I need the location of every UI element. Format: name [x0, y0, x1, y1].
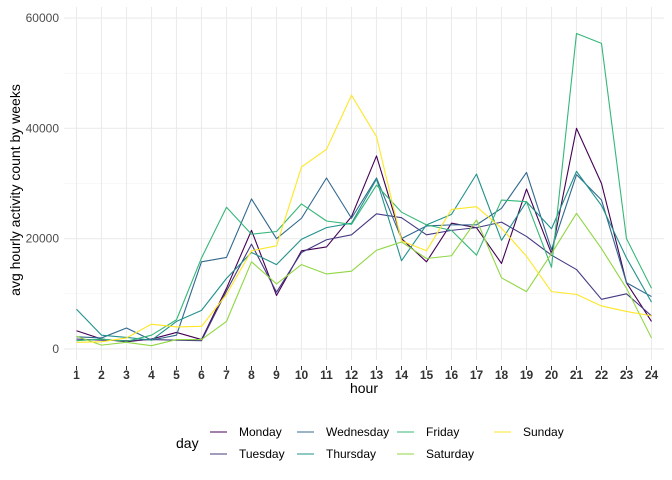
- x-tick-label: 7: [223, 368, 230, 382]
- x-tick-label: 13: [370, 368, 384, 382]
- y-tick-label: 0: [52, 342, 59, 356]
- legend-item-tuesday: Tuesday: [210, 447, 285, 461]
- x-tick-label: 4: [148, 368, 155, 382]
- legend-item-thursday: Thursday: [297, 447, 376, 461]
- x-tick-label: 14: [395, 368, 409, 382]
- x-tick-label: 23: [620, 368, 634, 382]
- x-tick-label: 17: [470, 368, 484, 382]
- legend-label: Friday: [426, 425, 459, 439]
- x-tick-label: 12: [345, 368, 359, 382]
- x-tick-label: 10: [295, 368, 309, 382]
- y-tick-label: 60000: [26, 11, 60, 25]
- y-axis-title: avg hourly activity count by weeks: [7, 84, 23, 296]
- legend-label: Tuesday: [239, 447, 285, 461]
- grid: [64, 7, 664, 360]
- series-line-saturday: [76, 212, 652, 347]
- series-lines: [76, 32, 652, 347]
- x-tick-label: 1: [73, 368, 80, 382]
- legend: Monday Tuesday Wednesday Thursday Friday Satu…: [210, 425, 564, 461]
- y-tick-label: 20000: [26, 232, 60, 246]
- legend-label: Sunday: [523, 425, 564, 439]
- series-line-thursday: [76, 170, 652, 341]
- x-tick-label: 8: [248, 368, 255, 382]
- legend-label: Saturday: [426, 447, 474, 461]
- legend-item-sunday: Sunday: [494, 425, 564, 439]
- x-tick-label: 16: [445, 368, 459, 382]
- x-tick-label: 5: [173, 368, 180, 382]
- series-line-friday: [76, 32, 652, 342]
- x-tick-label: 15: [420, 368, 434, 382]
- legend-item-saturday: Saturday: [397, 447, 474, 461]
- x-axis-ticks: 1 2 3 4 5 6 7 8 9 10 11 12 13 14 15 16 17 18 19 20 21 22 23 24: [73, 366, 658, 382]
- legend-item-friday: Friday: [397, 425, 459, 439]
- x-axis-title: hour: [350, 380, 378, 396]
- x-tick-label: 20: [545, 368, 559, 382]
- y-axis-ticks: 0 20000 40000 60000: [26, 11, 60, 356]
- x-tick-label: 21: [570, 368, 584, 382]
- legend-item-monday: Monday: [210, 425, 282, 439]
- x-tick-label: 3: [123, 368, 130, 382]
- series-line-wednesday: [76, 171, 652, 341]
- series-line-sunday: [76, 94, 652, 343]
- x-tick-label: 6: [198, 368, 205, 382]
- x-tick-label: 24: [645, 368, 659, 382]
- legend-item-wednesday: Wednesday: [297, 425, 389, 439]
- x-tick-label: 11: [320, 368, 333, 382]
- x-tick-label: 22: [595, 368, 609, 382]
- x-tick-label: 2: [98, 368, 105, 382]
- legend-label: Wednesday: [326, 425, 389, 439]
- legend-label: Monday: [239, 425, 282, 439]
- x-tick-label: 19: [520, 368, 534, 382]
- legend-title: day: [176, 435, 199, 451]
- x-tick-label: 18: [495, 368, 509, 382]
- x-tick-label: 9: [273, 368, 280, 382]
- legend-label: Thursday: [326, 447, 376, 461]
- y-tick-label: 40000: [26, 121, 60, 135]
